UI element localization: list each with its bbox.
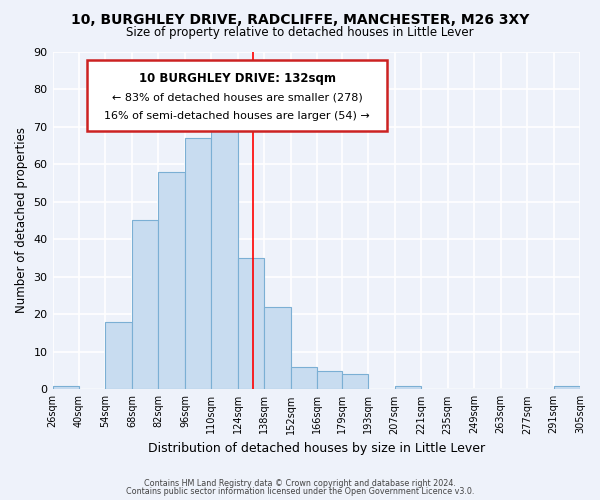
- Text: Size of property relative to detached houses in Little Lever: Size of property relative to detached ho…: [126, 26, 474, 39]
- Bar: [158, 172, 185, 390]
- Bar: [317, 370, 342, 390]
- Text: 10 BURGHLEY DRIVE: 132sqm: 10 BURGHLEY DRIVE: 132sqm: [139, 72, 335, 85]
- Bar: [395, 386, 421, 390]
- Text: Contains HM Land Registry data © Crown copyright and database right 2024.: Contains HM Land Registry data © Crown c…: [144, 478, 456, 488]
- FancyBboxPatch shape: [87, 60, 388, 131]
- Bar: [342, 374, 368, 390]
- Text: ← 83% of detached houses are smaller (278): ← 83% of detached houses are smaller (27…: [112, 92, 362, 102]
- X-axis label: Distribution of detached houses by size in Little Lever: Distribution of detached houses by size …: [148, 442, 485, 455]
- Text: Contains public sector information licensed under the Open Government Licence v3: Contains public sector information licen…: [126, 487, 474, 496]
- Bar: [106, 322, 132, 390]
- Bar: [238, 258, 264, 390]
- Text: 16% of semi-detached houses are larger (54) →: 16% of semi-detached houses are larger (…: [104, 110, 370, 120]
- Text: 10, BURGHLEY DRIVE, RADCLIFFE, MANCHESTER, M26 3XY: 10, BURGHLEY DRIVE, RADCLIFFE, MANCHESTE…: [71, 12, 529, 26]
- Y-axis label: Number of detached properties: Number of detached properties: [15, 128, 28, 314]
- Bar: [554, 386, 580, 390]
- Bar: [132, 220, 158, 390]
- Bar: [291, 367, 317, 390]
- Bar: [211, 116, 238, 390]
- Bar: [185, 138, 211, 390]
- Bar: [53, 386, 79, 390]
- Bar: [264, 306, 291, 390]
